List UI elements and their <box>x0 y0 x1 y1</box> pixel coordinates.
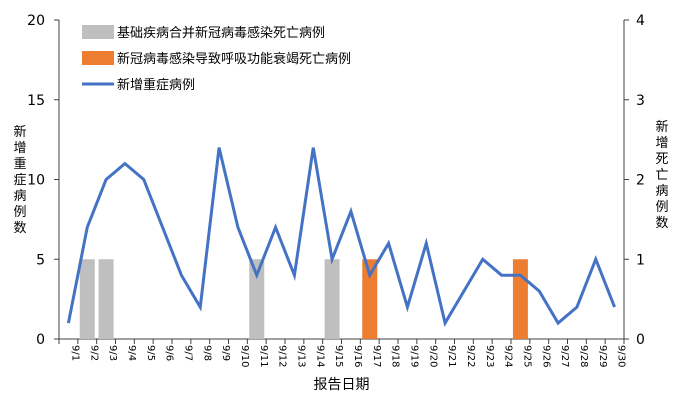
x-tick-label: 9/19 <box>408 345 419 367</box>
x-tick-label: 9/14 <box>314 345 325 367</box>
y-left-tick-label: 20 <box>27 13 45 29</box>
x-tick-label: 9/12 <box>277 345 288 367</box>
x-tick-label: 9/24 <box>503 345 514 367</box>
x-tick-label: 9/8 <box>201 345 212 361</box>
axes: 0 5 10 15 20 0 1 2 3 4 9/1 9/2 9/3 9/4 9/5 9/6 9/7 9/8 9/9… <box>27 13 645 367</box>
x-tick-label: 9/21 <box>446 345 457 367</box>
bar <box>98 259 114 339</box>
x-axis-title: 报告日期 <box>314 377 370 393</box>
bars <box>79 259 528 339</box>
x-tick-label: 9/5 <box>145 345 156 361</box>
bar <box>324 259 340 339</box>
x-tick-label: 9/15 <box>333 345 344 367</box>
x-tick-label: 9/23 <box>484 345 495 367</box>
y-right-axis-title: 新增死亡病例数 <box>655 119 668 231</box>
x-tick-label: 9/25 <box>521 345 532 367</box>
x-tick-label: 9/2 <box>88 345 99 361</box>
x-tick-label: 9/18 <box>390 345 401 367</box>
x-tick-label: 9/13 <box>295 345 306 367</box>
x-tick-label: 9/3 <box>107 345 118 361</box>
x-tick-label: 9/17 <box>371 345 382 367</box>
x-tick-label: 9/26 <box>540 345 551 367</box>
y-right-tick-label: 0 <box>636 332 645 348</box>
x-tick-label: 9/1 <box>69 345 80 361</box>
legend-label: 新冠病毒感染导致呼吸功能衰竭死亡病例 <box>117 51 351 67</box>
x-tick-label: 9/6 <box>164 345 175 361</box>
y-left-axis-title: 新增重症病例数 <box>13 124 26 236</box>
y-right-tick-label: 4 <box>636 13 645 29</box>
line-series <box>66 147 616 328</box>
y-left-tick-label: 10 <box>27 173 45 189</box>
x-tick-label: 9/10 <box>239 345 250 367</box>
y-right-tick-label: 2 <box>636 173 645 189</box>
bar <box>362 259 378 339</box>
y-left-tick-label: 0 <box>36 332 45 348</box>
x-tick-label: 9/11 <box>258 345 269 367</box>
x-tick-label: 9/28 <box>578 345 589 367</box>
x-tick-label: 9/27 <box>559 345 570 367</box>
x-tick-label: 9/29 <box>597 345 608 367</box>
x-tick-label: 9/16 <box>352 345 363 367</box>
y-left-tick-label: 5 <box>36 252 45 268</box>
y-left-tick-label: 15 <box>27 93 45 109</box>
x-tick-label: 9/9 <box>220 345 231 361</box>
x-tick-label: 9/20 <box>427 345 438 367</box>
y-right-tick-label: 1 <box>636 252 645 268</box>
legend-swatch <box>82 51 114 65</box>
legend-swatch <box>82 25 114 39</box>
x-tick-label: 9/7 <box>182 345 193 361</box>
x-tick-label: 9/22 <box>465 345 476 367</box>
legend-label: 新增重症病例 <box>117 77 195 93</box>
bar <box>249 259 265 339</box>
x-tick-label: 9/30 <box>616 345 627 367</box>
bar <box>79 259 95 339</box>
bar <box>512 259 528 339</box>
legend-label: 基础疾病合并新冠病毒感染死亡病例 <box>117 25 325 41</box>
severe-cases-line <box>66 147 616 328</box>
y-right-tick-label: 3 <box>636 93 645 109</box>
x-tick-label: 9/4 <box>126 345 137 361</box>
